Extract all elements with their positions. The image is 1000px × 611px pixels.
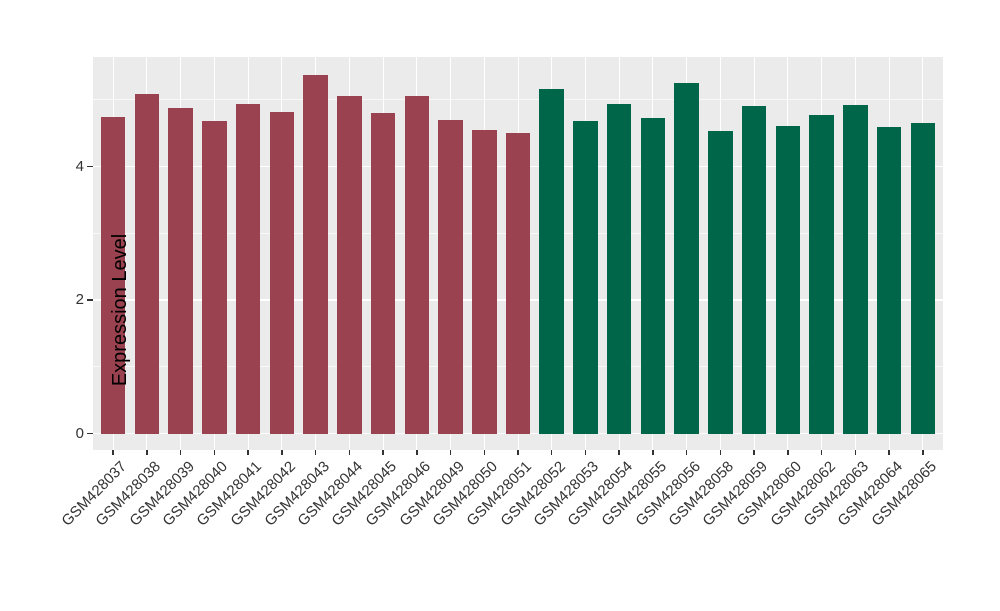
bar-GSM428056 bbox=[674, 83, 699, 434]
bar-GSM428046 bbox=[404, 95, 430, 434]
x-tick-mark bbox=[179, 450, 182, 455]
bar-GSM428038 bbox=[134, 93, 160, 434]
y-tick-mark bbox=[87, 299, 93, 301]
y-tick-label: 4 bbox=[75, 157, 84, 175]
x-tick-mark bbox=[146, 450, 148, 455]
x-tick-mark bbox=[348, 450, 351, 455]
x-tick-mark bbox=[416, 450, 418, 455]
bar-GSM428037 bbox=[100, 117, 126, 434]
x-tick-mark bbox=[618, 450, 620, 455]
x-tick-mark bbox=[314, 450, 317, 455]
bar-GSM428042 bbox=[269, 112, 295, 434]
bar-GSM428058 bbox=[708, 131, 733, 434]
x-tick-mark bbox=[550, 450, 553, 455]
bar-GSM428064 bbox=[876, 127, 902, 434]
x-tick-mark bbox=[888, 450, 890, 455]
x-tick-mark bbox=[753, 450, 755, 455]
x-tick-mark bbox=[685, 450, 688, 455]
bar-GSM428050 bbox=[472, 129, 497, 434]
y-tick-label: 2 bbox=[75, 291, 84, 308]
x-tick-mark bbox=[854, 450, 857, 455]
x-tick-mark bbox=[820, 450, 823, 455]
bar-GSM428059 bbox=[741, 105, 767, 434]
bar-GSM428052 bbox=[539, 89, 564, 434]
bar-GSM428053 bbox=[573, 121, 598, 434]
bar-GSM428044 bbox=[337, 95, 362, 434]
plot-panel: Expression Level bbox=[93, 57, 943, 450]
major-gridline bbox=[93, 432, 943, 435]
y-tick-mark bbox=[87, 165, 93, 168]
bar-GSM428054 bbox=[606, 103, 632, 434]
x-tick-mark bbox=[652, 450, 654, 455]
x-tick-mark bbox=[517, 450, 519, 455]
x-tick-mark bbox=[449, 450, 452, 455]
minor-gridline bbox=[93, 99, 943, 101]
bar-GSM428065 bbox=[910, 123, 935, 434]
bar-GSM428040 bbox=[202, 121, 227, 434]
bar-GSM428060 bbox=[775, 125, 801, 434]
bar-GSM428045 bbox=[370, 113, 396, 434]
x-tick-mark bbox=[382, 450, 384, 455]
bar-GSM428062 bbox=[809, 115, 834, 434]
x-tick-mark bbox=[281, 450, 283, 455]
x-tick-mark bbox=[247, 450, 249, 455]
bar-GSM428063 bbox=[843, 105, 868, 434]
bar-GSM428043 bbox=[303, 75, 328, 434]
y-axis-title: Expression Level bbox=[109, 233, 131, 387]
bar-GSM428041 bbox=[235, 103, 261, 434]
x-tick-mark bbox=[787, 450, 789, 455]
x-tick-mark bbox=[213, 450, 216, 455]
x-tick-mark bbox=[584, 450, 587, 455]
bar-GSM428039 bbox=[168, 107, 193, 434]
x-tick-mark bbox=[483, 450, 486, 455]
bar-GSM428049 bbox=[438, 119, 463, 434]
y-tick-label: 0 bbox=[75, 424, 84, 442]
y-tick-mark bbox=[87, 432, 93, 435]
x-tick-mark bbox=[922, 450, 924, 455]
x-tick-mark bbox=[719, 450, 722, 455]
bar-GSM428055 bbox=[640, 117, 666, 434]
bar-GSM428051 bbox=[505, 133, 531, 434]
x-tick-mark bbox=[112, 450, 114, 455]
